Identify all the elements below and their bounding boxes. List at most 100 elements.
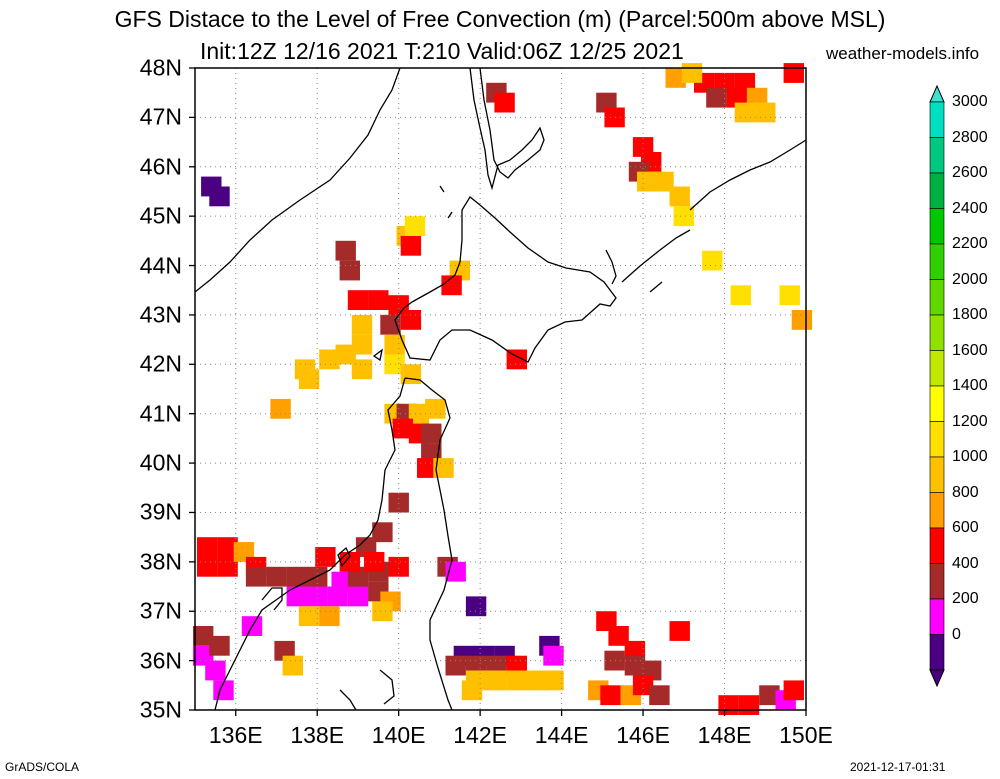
colorbar-swatch [929,279,945,316]
field-cell [331,571,352,592]
field-cell [494,92,515,113]
field-cell [270,398,291,419]
lon-tick-label: 138E [290,722,345,748]
colorbar-swatch [929,421,945,458]
colorbar-label: 2600 [952,164,988,181]
lat-tick-label: 45N [139,202,182,229]
field-cell [779,285,800,306]
field-cell [637,171,658,192]
field-cell [441,275,462,296]
field-cell [417,458,438,478]
colorbar-label: 0 [952,625,961,643]
lon-tick-label: 150E [779,722,833,748]
footer-grads: GrADS/COLA [5,760,80,774]
colorbar-swatch [929,101,945,138]
colorbar-label: 200 [952,590,979,607]
lat-tick-label: 48N [139,54,182,81]
lat-tick-label: 47N [139,103,182,130]
field-cell [759,685,780,706]
field-cell [372,601,393,622]
field-cell [653,171,674,192]
lat-tick-label: 37N [139,597,182,624]
field-cell [408,403,430,424]
field-cell [193,626,214,646]
field-cell [197,537,218,557]
colorbar-swatch [929,563,945,600]
lat-tick-label: 44N [139,252,182,279]
lon-tick-label: 136E [208,722,263,748]
field-cell [384,354,405,375]
field-cell [604,650,625,671]
field-cell [351,314,373,335]
colorbar-label: 2400 [952,199,988,217]
colorbar-swatch [929,137,945,174]
colorbar-label: 1600 [952,341,988,359]
field-cell [755,102,776,123]
init-valid-line: Init:12Z 12/16 2021 T:210 Valid:06Z 12/2… [200,38,684,64]
colorbar-swatch [929,527,945,564]
field-cell [734,102,756,123]
colorbar-label: 600 [952,519,979,536]
colorbar-swatch [929,634,945,671]
lat-tick-label: 40N [139,449,182,476]
field-cell [347,586,369,607]
field-cell [632,675,654,696]
field-cell [734,72,756,93]
field-cell [282,655,303,676]
field-cell [209,635,230,656]
field-cell [388,492,409,513]
cape-cells [193,63,813,715]
field-cell [384,334,405,355]
colorbar-label: 1400 [952,377,988,394]
field-cell [400,235,422,256]
field-cell [404,216,426,236]
field-cell [486,670,507,691]
colorbar-label: 1000 [952,448,988,465]
field-cell [738,695,760,715]
colorbar-label: 1200 [952,412,988,430]
field-cell [339,552,360,572]
colorbar-label: 3000 [952,93,988,110]
colorbar-label: 2200 [952,235,988,252]
grid-lines [195,68,806,710]
lon-tick-label: 142E [453,722,507,748]
colorbar-swatch [929,385,945,422]
field-cell [335,344,356,365]
colorbar-label: 2000 [952,270,988,288]
field-cell [783,680,804,701]
colorbar-swatch [929,456,945,493]
field-cell [298,369,320,389]
chart-title: GFS Distace to the Level of Free Convect… [114,6,886,32]
colorbar-swatch [929,208,945,245]
field-cell [669,621,690,641]
field-cell [791,310,813,330]
field-cell [319,349,340,370]
field-cell [319,606,340,627]
colorbar-swatch [929,350,945,387]
field-cell [205,660,226,681]
field-cell [604,107,625,128]
field-cell [649,685,670,706]
field-cell [718,695,739,715]
field-cell [673,206,694,227]
field-cell [217,537,238,557]
field-cell [209,186,230,207]
field-cell [665,68,686,88]
lon-tick-label: 146E [616,722,670,748]
field-cell [433,458,454,478]
field-cell [465,596,487,617]
field-cell [372,522,393,543]
colorbar-label: 2800 [952,128,988,146]
colorbar-label: 800 [952,483,979,501]
field-cell [702,250,723,271]
footer-timestamp: 2021-12-17-01:31 [850,760,946,774]
field-cell [632,137,654,157]
field-cell [425,398,446,419]
field-cell [730,285,751,306]
field-cell [197,556,218,577]
lat-tick-label: 39N [139,498,182,525]
field-cell [783,63,804,83]
lat-tick-label: 46N [139,153,182,180]
lat-tick-label: 35N [139,696,182,723]
plot-frame [194,67,807,711]
